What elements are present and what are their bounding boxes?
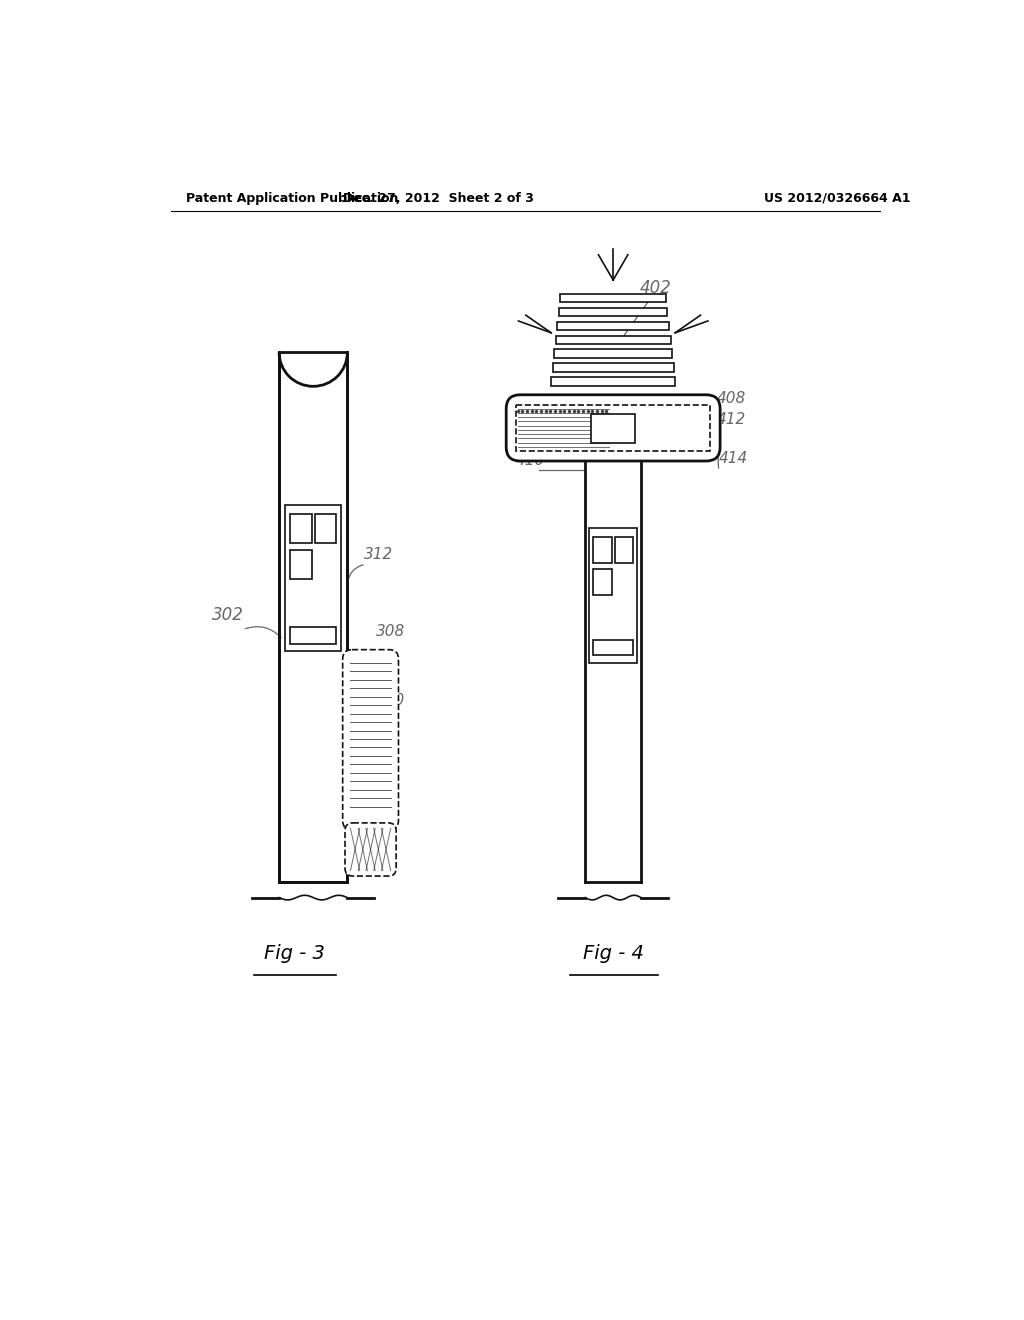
Bar <box>290 549 311 578</box>
FancyBboxPatch shape <box>506 395 720 461</box>
Text: 310: 310 <box>376 693 406 708</box>
Bar <box>593 569 611 595</box>
Bar <box>557 322 669 330</box>
Bar <box>614 537 633 564</box>
Text: Dec. 27, 2012  Sheet 2 of 3: Dec. 27, 2012 Sheet 2 of 3 <box>343 191 534 205</box>
Bar <box>554 350 672 358</box>
Bar <box>593 537 611 564</box>
Text: 312: 312 <box>365 546 393 562</box>
Bar <box>280 352 347 882</box>
Bar <box>589 528 637 663</box>
FancyBboxPatch shape <box>345 822 396 876</box>
Bar <box>593 640 633 655</box>
Text: 414: 414 <box>719 450 748 466</box>
Text: 408: 408 <box>717 391 746 407</box>
Text: 410: 410 <box>515 453 545 467</box>
Text: Patent Application Publication: Patent Application Publication <box>186 191 398 205</box>
Bar <box>516 405 710 451</box>
Bar <box>553 363 674 372</box>
Text: 302: 302 <box>212 606 244 624</box>
Bar <box>551 378 675 385</box>
Bar <box>559 308 668 317</box>
Bar <box>556 335 671 345</box>
Bar <box>290 627 337 644</box>
Wedge shape <box>280 352 347 387</box>
Bar <box>592 414 635 444</box>
Bar <box>286 506 341 651</box>
Bar <box>290 515 311 544</box>
Text: Fig - 3: Fig - 3 <box>264 944 325 964</box>
Text: 308: 308 <box>376 624 406 639</box>
Text: 402: 402 <box>640 279 672 297</box>
Text: 314: 314 <box>356 763 386 777</box>
Text: Fig - 4: Fig - 4 <box>584 944 644 964</box>
FancyBboxPatch shape <box>343 649 398 830</box>
Bar <box>314 515 337 544</box>
Bar <box>560 294 666 302</box>
Text: US 2012/0326664 A1: US 2012/0326664 A1 <box>764 191 910 205</box>
Text: 412: 412 <box>717 412 746 428</box>
